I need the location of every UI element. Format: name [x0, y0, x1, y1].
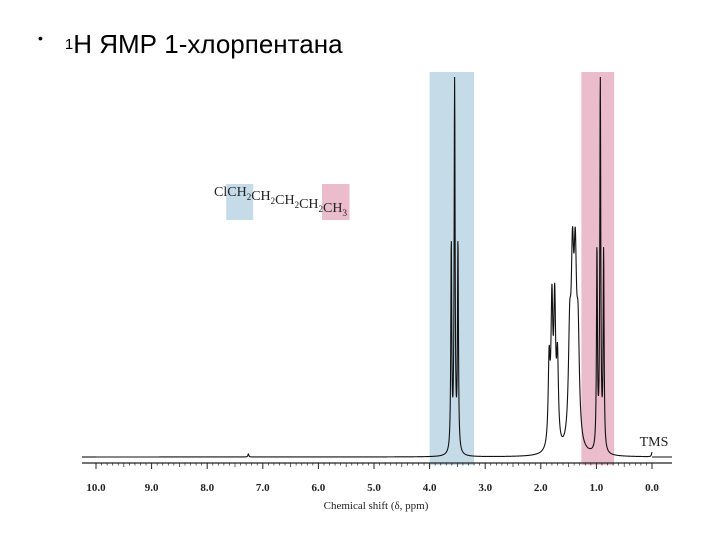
formula-ch2-highlight: [226, 184, 254, 220]
formula-subscript: 2: [247, 192, 252, 202]
trace-layer: [82, 76, 672, 458]
formula-part: ClCH: [214, 185, 247, 200]
slide-title: • 1H ЯМР 1-хлорпентана: [38, 26, 343, 62]
formula-part: CH: [299, 197, 318, 212]
formula-part: CH: [323, 201, 342, 216]
formula-ch3-highlight: [322, 184, 350, 220]
x-tick-label: 10.0: [86, 482, 106, 494]
title-superscript: 1: [64, 35, 74, 53]
formula-layer: ClCH2CH2CH2CH2CH3: [214, 184, 350, 220]
formula-subscript: 2: [319, 204, 324, 214]
title-text: 1H ЯМР 1-хлорпентана: [65, 29, 343, 60]
x-tick-label: 4.0: [423, 482, 437, 494]
tms-label: TMS: [640, 435, 669, 450]
formula-subscript: 3: [343, 208, 348, 218]
x-axis: 10.0 9.0 8.0 7.0 6.0 5.0 4.0 3.0 2.0 1.0 0.0 Chemic…: [82, 462, 672, 512]
x-tick-label: 9.0: [145, 482, 159, 494]
annotation-layer: TMS: [640, 435, 669, 450]
x-tick-label: 7.0: [256, 482, 270, 494]
x-tick-label: 0.0: [645, 482, 659, 494]
highlight-band-2: [581, 72, 615, 465]
x-tick-label: 5.0: [367, 482, 381, 494]
x-tick-label: 2.0: [534, 482, 548, 494]
formula-subscript: 2: [271, 196, 276, 206]
formula-part: CH: [275, 193, 294, 208]
x-tick-label: 6.0: [312, 482, 326, 494]
x-tick-label: 8.0: [200, 482, 214, 494]
formula-part: CH: [251, 189, 270, 204]
title-main: H ЯМР 1-хлорпентана: [73, 28, 343, 59]
formula-subscript: 2: [295, 200, 300, 210]
structural-formula: ClCH2CH2CH2CH2CH3: [214, 185, 348, 218]
x-tick-label: 1.0: [590, 482, 604, 494]
spectrum-trace: [96, 76, 653, 458]
x-axis-title: Chemical shift (δ, ppm): [324, 500, 429, 512]
bullet-point: •: [38, 30, 43, 46]
x-tick-label: 3.0: [478, 482, 492, 494]
